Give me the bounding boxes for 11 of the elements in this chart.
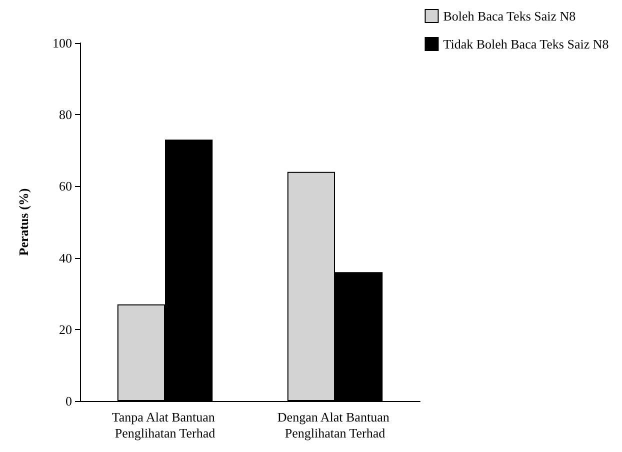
legend-label: Boleh Baca Teks Saiz N8 — [443, 8, 576, 24]
y-axis-title: Peratus (%) — [16, 188, 31, 256]
legend-label: Tidak Boleh Baca Teks Saiz N8 — [443, 36, 609, 52]
x-tick-label: Dengan Alat Bantuan Penglihatan Terhad — [277, 410, 393, 440]
y-tick-label: 100 — [52, 36, 72, 50]
y-tick-label: 40 — [59, 250, 72, 266]
y-tick-label: 0 — [66, 394, 72, 408]
y-tick-label: 20 — [59, 322, 72, 337]
x-tick-label: Tanpa Alat Bantuan Penglihatan Terhad — [112, 410, 218, 440]
y-tick-label: 80 — [59, 107, 72, 122]
y-tick-label: 60 — [59, 178, 72, 194]
